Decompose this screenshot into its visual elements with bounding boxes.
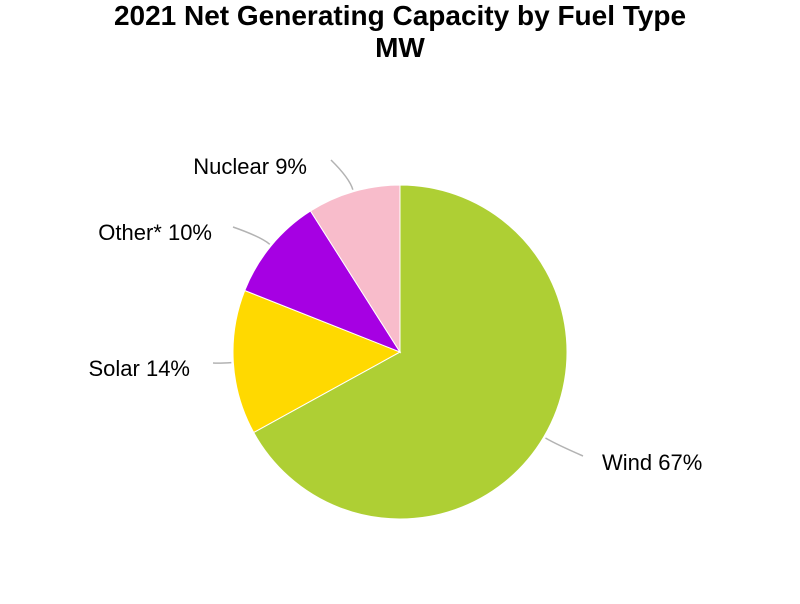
pie-slices <box>232 184 568 520</box>
slice-label-other: Other* 10% <box>98 220 212 245</box>
pie-slice-solar <box>232 289 402 434</box>
chart-title: 2021 Net Generating Capacity by Fuel Typ… <box>113 0 687 31</box>
leader-lines <box>212 159 584 457</box>
leader-line-solar <box>212 361 232 364</box>
chart-subtitle: MW <box>375 32 425 63</box>
slice-label-solar: Solar 14% <box>88 356 190 381</box>
pie-slice-wind <box>252 184 568 520</box>
leader-line-nuclear <box>330 159 354 190</box>
slice-labels: Wind 67% Solar 14% Other* 10% Nuclear 9% <box>88 154 702 475</box>
slice-label-nuclear: Nuclear 9% <box>193 154 307 179</box>
slice-label-wind: Wind 67% <box>602 450 702 475</box>
chart-title-block: 2021 Net Generating Capacity by Fuel Typ… <box>0 0 800 64</box>
leader-line-other <box>232 226 271 245</box>
leader-line-wind <box>545 437 584 457</box>
pie-slice-other <box>244 210 402 354</box>
pie-slice-nuclear <box>309 184 401 354</box>
